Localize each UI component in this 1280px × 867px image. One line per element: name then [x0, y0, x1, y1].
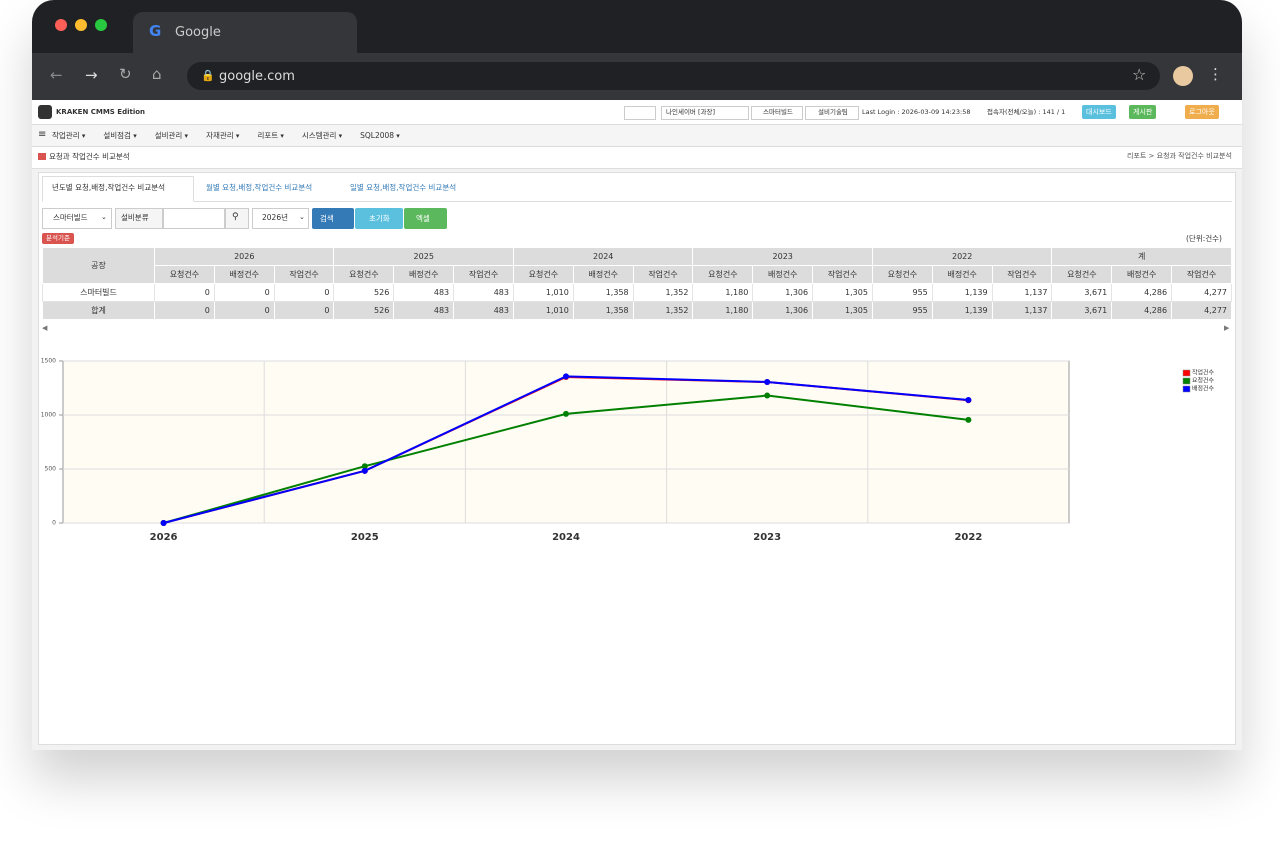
plot-area [63, 361, 1069, 523]
data-point [563, 373, 569, 379]
legend-label: 배정건수 [1192, 385, 1215, 393]
y-tick-label: 500 [45, 466, 57, 473]
data-point [764, 393, 770, 399]
data-point [161, 520, 167, 526]
legend-label: 요청건수 [1192, 377, 1215, 385]
data-point [362, 468, 368, 474]
data-point [965, 417, 971, 423]
x-tick-label: 2023 [753, 532, 781, 543]
x-tick-label: 2026 [150, 532, 178, 543]
data-point [563, 411, 569, 417]
legend-swatch [1183, 386, 1190, 392]
x-tick-label: 2025 [351, 532, 379, 543]
y-tick-label: 0 [52, 520, 56, 527]
data-point [764, 379, 770, 385]
y-tick-label: 1500 [41, 358, 56, 365]
y-tick-label: 1000 [41, 412, 56, 419]
x-tick-label: 2024 [552, 532, 580, 543]
legend-swatch [1183, 370, 1190, 376]
x-tick-label: 2022 [954, 532, 982, 543]
legend-label: 작업건수 [1192, 369, 1215, 377]
data-point [965, 397, 971, 403]
legend-swatch [1183, 378, 1190, 384]
